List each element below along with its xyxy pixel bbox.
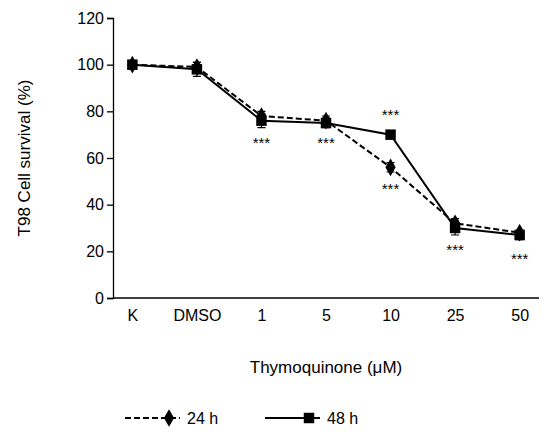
y-tick-mark bbox=[107, 18, 113, 19]
annotation: *** bbox=[317, 134, 335, 151]
y-tick-mark bbox=[107, 298, 113, 299]
y-tick: 40 bbox=[86, 196, 113, 213]
x-tick: K bbox=[128, 298, 139, 324]
annotation: *** bbox=[511, 250, 529, 267]
legend-marker bbox=[304, 413, 314, 423]
annotation: *** bbox=[253, 134, 271, 151]
legend-label: 48 h bbox=[327, 410, 358, 427]
x-tick: 25 bbox=[447, 298, 465, 324]
y-tick: 20 bbox=[86, 243, 113, 260]
x-tick: 1 bbox=[258, 298, 267, 324]
marker bbox=[321, 118, 331, 128]
x-tick: 10 bbox=[382, 298, 400, 324]
marker bbox=[385, 159, 395, 177]
y-tick: 0 bbox=[95, 290, 113, 307]
annotation: *** bbox=[382, 180, 400, 197]
y-axis: 0 20 40 60 80 100 120 bbox=[77, 10, 113, 307]
annotation: *** bbox=[446, 241, 464, 258]
x-axis-title: Thymoquinone (μM) bbox=[250, 358, 402, 377]
y-tick: 100 bbox=[77, 56, 113, 73]
marker bbox=[127, 56, 137, 74]
series-line bbox=[132, 65, 519, 233]
series bbox=[127, 56, 524, 242]
x-axis: K DMSO 1 5 10 25 50 bbox=[113, 298, 539, 324]
y-tick-label: 100 bbox=[77, 56, 104, 73]
y-tick: 120 bbox=[77, 10, 113, 27]
y-tick: 80 bbox=[86, 103, 113, 120]
marker bbox=[514, 230, 524, 240]
marker bbox=[385, 129, 395, 139]
marker bbox=[450, 223, 460, 233]
marker bbox=[256, 115, 266, 125]
x-tick-label: 5 bbox=[322, 307, 331, 324]
marker bbox=[515, 224, 525, 242]
legend-label: 24 h bbox=[187, 410, 218, 427]
y-tick-label: 40 bbox=[86, 196, 104, 213]
y-tick-mark bbox=[107, 65, 113, 66]
chart: 0 20 40 60 80 100 120 K DMSO 1 5 10 25 50 Thymoquinone… bbox=[0, 0, 547, 435]
x-tick-label: 10 bbox=[382, 307, 400, 324]
legend: 24 h 48 h bbox=[125, 409, 358, 427]
series-line bbox=[132, 65, 519, 235]
y-tick-label: 20 bbox=[86, 243, 104, 260]
marker bbox=[192, 58, 202, 76]
legend-item: 24 h bbox=[125, 409, 218, 427]
y-tick-label: 80 bbox=[86, 103, 104, 120]
marker bbox=[192, 64, 202, 74]
x-tick: 5 bbox=[322, 298, 331, 324]
y-tick-label: 120 bbox=[77, 10, 104, 27]
x-tick: DMSO bbox=[173, 298, 221, 324]
legend-item: 48 h bbox=[265, 410, 358, 427]
y-axis-title: T98 Cell survival (%) bbox=[15, 80, 34, 237]
marker bbox=[321, 112, 331, 130]
x-tick-label: 1 bbox=[258, 307, 267, 324]
x-tick: 50 bbox=[511, 298, 529, 324]
y-tick-mark bbox=[107, 205, 113, 206]
y-tick-mark bbox=[107, 158, 113, 159]
marker bbox=[127, 59, 137, 69]
series bbox=[127, 59, 525, 240]
annotation: *** bbox=[382, 106, 400, 123]
x-tick-label: 25 bbox=[447, 307, 465, 324]
y-tick-mark bbox=[107, 111, 113, 112]
x-tick-label: 50 bbox=[511, 307, 529, 324]
x-tick-label: DMSO bbox=[173, 307, 221, 324]
y-axis-line bbox=[107, 19, 114, 299]
y-tick-label: 0 bbox=[95, 290, 104, 307]
x-tick-label: K bbox=[128, 307, 139, 324]
y-tick: 60 bbox=[86, 150, 113, 167]
legend-marker bbox=[164, 409, 174, 427]
y-tick-mark bbox=[107, 251, 113, 252]
x-axis-line bbox=[113, 297, 539, 298]
plot-area bbox=[127, 56, 525, 242]
y-tick-label: 60 bbox=[86, 150, 104, 167]
